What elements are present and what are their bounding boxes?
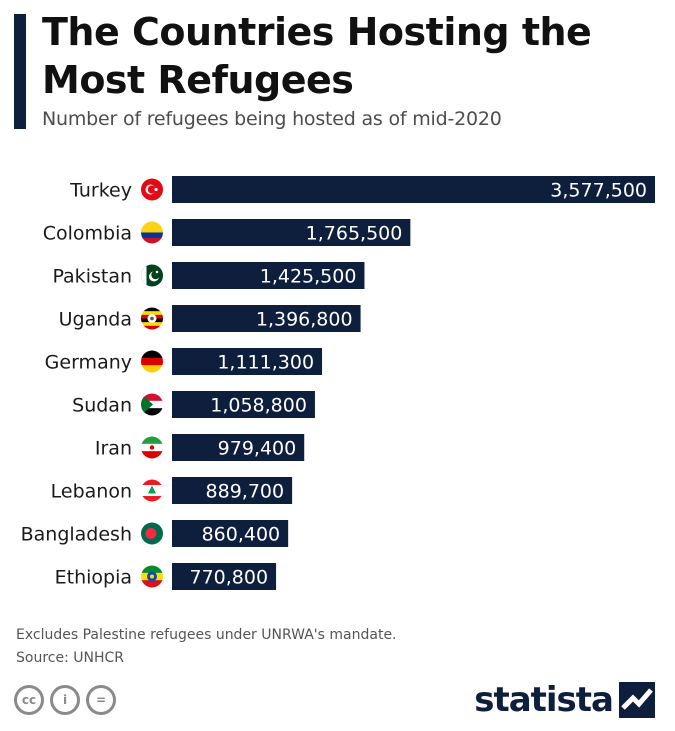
category-label: Ethiopia xyxy=(55,567,132,589)
license-icons: cc i = xyxy=(14,685,116,715)
data-label: 1,425,500 xyxy=(260,266,357,288)
sudan-flag-icon xyxy=(141,393,163,416)
no-derivatives-icon[interactable]: = xyxy=(86,685,116,715)
statista-brand[interactable]: statista xyxy=(474,680,655,720)
data-label: 1,396,800 xyxy=(256,309,353,331)
uganda-flag-icon xyxy=(141,307,163,330)
data-label: 860,400 xyxy=(202,524,281,546)
data-label: 3,577,500 xyxy=(550,180,647,202)
pakistan-flag-icon xyxy=(141,264,163,287)
title-accent-bar xyxy=(14,14,26,129)
bar xyxy=(172,391,315,418)
category-label: Colombia xyxy=(43,223,132,245)
data-label: 1,765,500 xyxy=(306,223,403,245)
data-label: 889,700 xyxy=(206,481,285,503)
bar xyxy=(172,348,323,375)
data-label: 1,111,300 xyxy=(217,352,314,374)
category-label: Bangladesh xyxy=(21,524,132,546)
category-label: Iran xyxy=(95,438,132,460)
bar xyxy=(172,305,361,332)
lebanon-flag-icon xyxy=(141,479,163,502)
bar-chart: Turkey 3,577,500 Colombia 1,765,500 Pakistan… xyxy=(21,176,655,590)
iran-flag-icon xyxy=(141,436,163,459)
bar xyxy=(172,434,305,461)
bar xyxy=(172,477,293,504)
category-label: Lebanon xyxy=(51,481,132,503)
footnote: Excludes Palestine refugees under UNRWA'… xyxy=(16,627,397,643)
data-label: 770,800 xyxy=(189,567,268,589)
source-note: Source: UNHCR xyxy=(16,650,125,666)
data-label: 979,400 xyxy=(218,438,297,460)
chart-notes: Excludes Palestine refugees under UNRWA'… xyxy=(16,624,397,670)
turkey-flag-icon xyxy=(141,178,163,201)
attribution-icon[interactable]: i xyxy=(50,685,80,715)
cc-icon[interactable]: cc xyxy=(14,685,44,715)
bar xyxy=(172,563,277,590)
bar xyxy=(172,520,289,547)
chart-subtitle: Number of refugees being hosted as of mi… xyxy=(42,108,502,130)
statista-logo-icon xyxy=(619,682,655,718)
germany-flag-icon xyxy=(141,350,163,373)
category-label: Germany xyxy=(45,352,132,374)
colombia-flag-icon xyxy=(141,221,163,244)
category-label: Pakistan xyxy=(52,266,132,288)
category-label: Turkey xyxy=(69,180,132,202)
bar xyxy=(172,262,365,289)
category-label: Sudan xyxy=(72,395,132,417)
data-label: 1,058,800 xyxy=(210,395,307,417)
statista-wordmark: statista xyxy=(474,680,614,720)
bar xyxy=(172,219,411,246)
chart-title: The Countries Hosting the Most Refugees xyxy=(42,10,592,102)
bar xyxy=(172,176,655,203)
category-label: Uganda xyxy=(59,309,132,331)
bangladesh-flag-icon xyxy=(141,522,163,545)
ethiopia-flag-icon xyxy=(141,565,163,588)
